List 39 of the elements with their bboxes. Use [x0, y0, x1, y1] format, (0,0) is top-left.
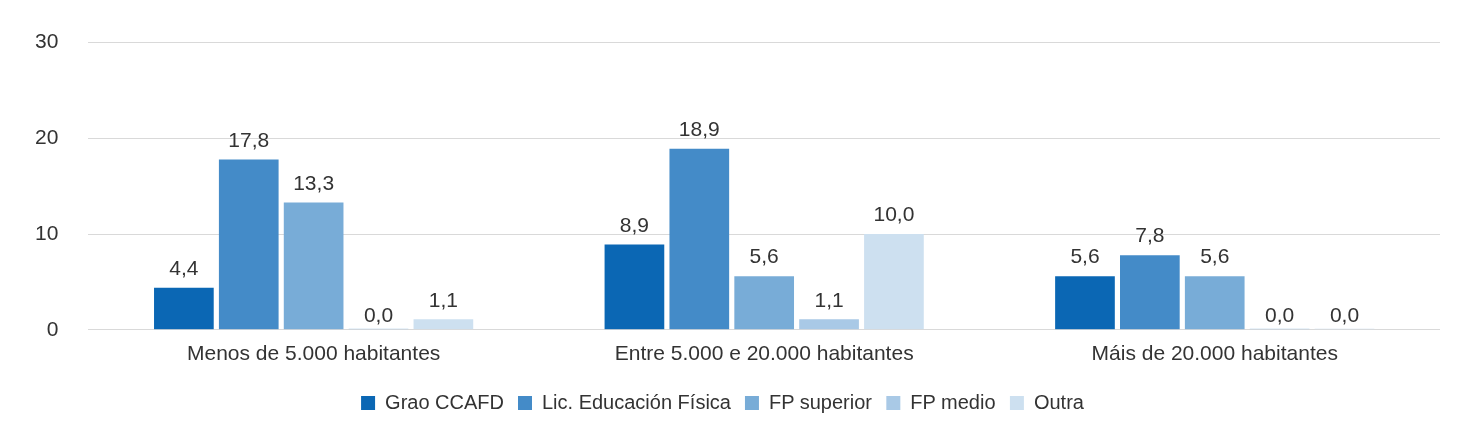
bar: [283, 202, 344, 330]
data-label: 0,0: [1329, 303, 1360, 327]
bar: [799, 319, 859, 330]
bar: [1055, 276, 1115, 330]
data-label: 5,6: [749, 244, 779, 268]
bar: [154, 287, 214, 330]
bar: [1120, 255, 1180, 330]
bar: [669, 148, 730, 330]
data-label: 18,9: [678, 117, 720, 141]
y-tick-label: 30: [35, 29, 59, 53]
x-tick-label: Menos de 5.000 habitantes: [186, 341, 441, 365]
data-label: 1,1: [814, 287, 844, 311]
legend-label: Lic. Educación Física: [541, 390, 732, 413]
data-label: 7,8: [1135, 223, 1165, 247]
data-label: 1,1: [428, 287, 458, 311]
data-label: 8,9: [619, 212, 650, 236]
data-label: 5,6: [1200, 244, 1230, 268]
y-tick-label: 10: [35, 220, 59, 244]
data-label: 0,0: [363, 303, 394, 327]
data-label: 5,6: [1070, 244, 1100, 268]
data-label: 13,3: [293, 170, 335, 194]
data-label: 4,4: [169, 255, 199, 279]
bar: [864, 234, 924, 330]
legend-label: FP superior: [768, 390, 873, 413]
legend-label: FP medio: [910, 390, 996, 413]
bar: [604, 244, 665, 330]
bar: [413, 319, 474, 330]
bar: [1184, 276, 1245, 330]
bar: [734, 276, 795, 330]
x-tick-label: Entre 5.000 e 20.000 habitantes: [614, 341, 914, 365]
legend-label: Outra: [1033, 390, 1085, 413]
bar: [218, 159, 279, 330]
y-tick-label: 0: [46, 316, 59, 340]
y-tick-label: 20: [35, 125, 59, 149]
data-label: 17,8: [228, 127, 270, 151]
data-label: 0,0: [1265, 303, 1295, 327]
x-tick-label: Máis de 20.000 habitantes: [1091, 341, 1338, 365]
legend-label: Grao CCAFD: [385, 390, 504, 413]
data-label: 10,0: [873, 202, 915, 226]
